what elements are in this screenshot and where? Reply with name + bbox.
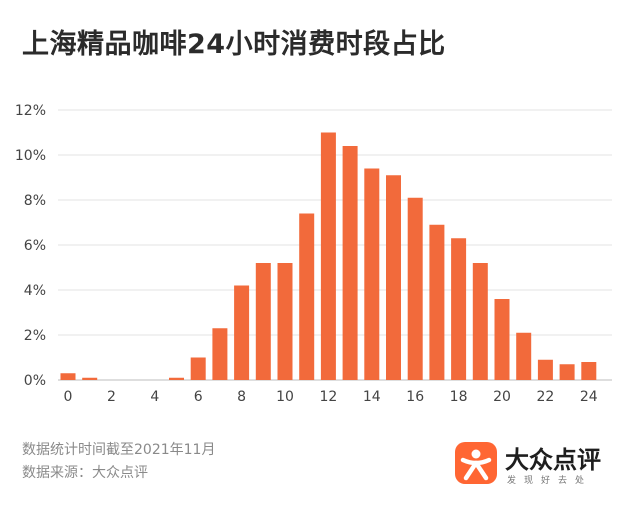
x-tick-label: 10 [276, 389, 294, 405]
bar-hour-10 [277, 263, 293, 380]
bar-hour-0 [60, 373, 76, 380]
bar-hour-12 [320, 132, 336, 380]
footer-notes: 数据统计时间截至2021年11月 数据来源：大众点评 [22, 439, 215, 485]
bar-hour-16 [407, 197, 423, 380]
bar-hour-9 [255, 263, 271, 380]
bar-hour-21 [516, 332, 532, 380]
brand-name: 大众点评 [505, 446, 601, 474]
dianping-logo-icon [455, 442, 497, 484]
y-tick-label: 4% [24, 283, 46, 299]
bar-hour-19 [472, 263, 488, 380]
bar-hour-13 [342, 146, 358, 380]
bar-hour-24 [581, 362, 597, 380]
bar-hour-8 [234, 285, 250, 380]
y-tick-label: 0% [24, 373, 46, 389]
x-tick-label: 6 [194, 389, 203, 405]
bar-hour-22 [537, 359, 553, 380]
bar-hour-15 [386, 175, 401, 380]
bar-chart: 0%2%4%6%8%10%12%0 2 4 6 8 10 12 14 16 18 20 22 24 [15, 103, 612, 405]
bar-hour-20 [494, 299, 510, 380]
y-tick-label: 12% [15, 103, 46, 119]
bar-hour-14 [364, 168, 380, 380]
footer-date-note: 数据统计时间截至2021年11月 [22, 442, 216, 458]
x-tick-label: 8 [237, 389, 246, 405]
x-tick-label: 4 [150, 389, 159, 405]
x-tick-label: 2 [107, 389, 116, 405]
bar-hour-1 [82, 377, 98, 380]
bar-hour-17 [429, 224, 445, 380]
x-tick-label: 12 [319, 389, 337, 405]
footer-source-note: 数据来源：大众点评 [22, 465, 148, 481]
x-tick-label: 20 [493, 389, 511, 405]
x-tick-label: 18 [450, 389, 468, 405]
bar-hour-7 [212, 328, 228, 380]
brand-slogan: 发现好去处 [507, 476, 593, 486]
bar-hour-5 [169, 377, 184, 380]
bar-hour-11 [299, 213, 315, 380]
y-tick-label: 8% [24, 193, 46, 209]
x-tick-label: 22 [536, 389, 554, 405]
y-tick-label: 2% [24, 328, 46, 344]
bar-hour-23 [559, 364, 575, 380]
x-tick-label: 24 [580, 389, 598, 405]
bar-hour-6 [190, 357, 206, 380]
y-tick-label: 10% [15, 148, 46, 164]
bar-hour-18 [451, 238, 467, 380]
x-tick-label: 16 [406, 389, 424, 405]
x-tick-label: 0 [64, 389, 73, 405]
y-tick-label: 6% [24, 238, 46, 254]
chart-title: 上海精品咖啡24小时消费时段占比 [22, 29, 446, 60]
brand-logo: 大众点评 发现好去处 [455, 438, 625, 490]
x-tick-label: 14 [363, 389, 381, 405]
